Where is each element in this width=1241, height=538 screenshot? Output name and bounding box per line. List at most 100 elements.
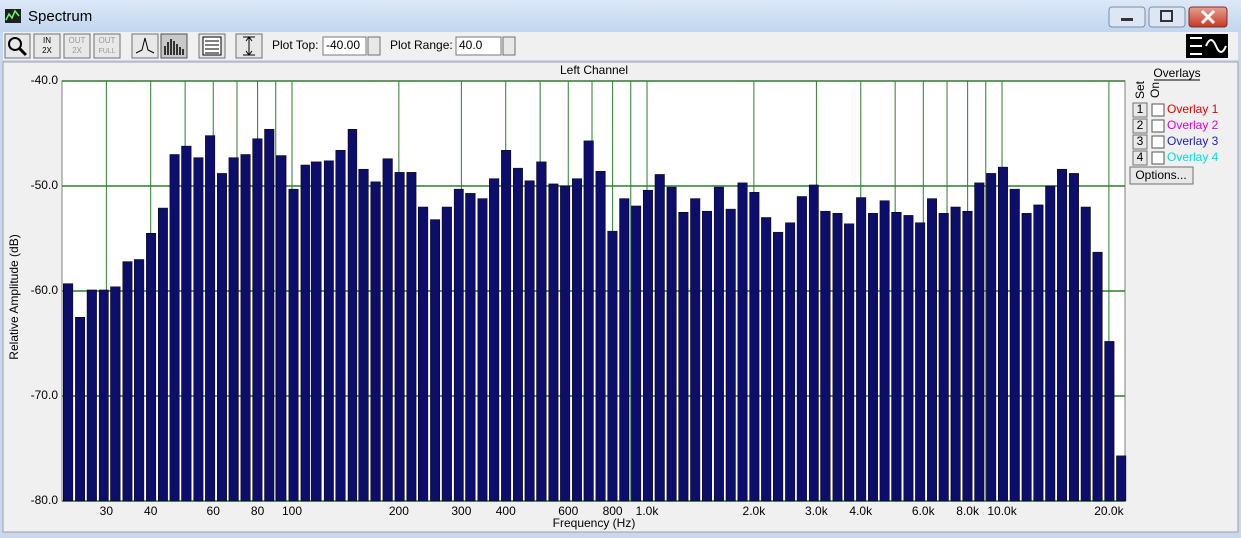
zoom-full-frame (93, 33, 121, 59)
bar (310, 161, 322, 502)
bar (1021, 213, 1032, 502)
x-tick-label: 60 (207, 504, 221, 518)
x-tick-label: 3.0k (805, 504, 829, 518)
app-icon-wave (5, 9, 20, 21)
x-tick-label: 80 (251, 504, 265, 518)
bar (370, 181, 381, 502)
bar (489, 178, 500, 502)
bar (323, 160, 334, 502)
bar (122, 261, 133, 502)
bar (785, 222, 796, 502)
x-tick-label: 100 (282, 504, 302, 518)
zoom-full-button[interactable]: OUT FULL (93, 33, 121, 59)
set-number: 1 (1137, 102, 1144, 116)
bar (915, 222, 926, 502)
line-mode-button[interactable] (131, 33, 159, 59)
bar (169, 154, 180, 502)
autoscale-glyph (243, 36, 255, 56)
bar (1068, 173, 1079, 502)
plot: 30 40 60 80 100 200 300 400 600 800 1.0k 2.0k 3.0k 4.… (31, 73, 1127, 518)
bar (678, 212, 689, 502)
bar (595, 171, 606, 502)
y-axis-title: Relative Amplitude (dB) (7, 234, 21, 359)
plot-range-label: Plot Range: (390, 38, 453, 52)
bar (406, 172, 417, 502)
bar (513, 167, 523, 502)
bar (453, 188, 464, 502)
y-tick-label: -40.0 (31, 73, 59, 87)
bar (962, 210, 973, 502)
set-button[interactable] (1132, 150, 1148, 166)
bar-glyph (164, 39, 184, 55)
bar (382, 158, 393, 502)
bar (583, 140, 594, 502)
x-tick-label: 800 (603, 504, 623, 518)
bar (240, 154, 251, 502)
x-tick-label: 300 (451, 504, 471, 518)
y-tick-label: -80.0 (31, 493, 59, 507)
overlay-checkbox[interactable] (1151, 135, 1165, 149)
plot-top-spinner[interactable] (367, 36, 381, 56)
bar (713, 186, 724, 502)
set-button[interactable] (1132, 102, 1148, 118)
bar (950, 206, 961, 502)
bar (619, 198, 630, 502)
bar (749, 192, 760, 502)
bar (264, 129, 275, 502)
bar (358, 168, 369, 502)
settings-glyph (205, 40, 219, 54)
x-tick-label: 40 (144, 504, 158, 518)
bar (501, 150, 512, 502)
zoom-glyph (8, 37, 22, 51)
bar (1057, 168, 1068, 502)
bar (1009, 188, 1020, 502)
zoom-out-button[interactable]: OUT 2X (63, 33, 91, 59)
bar (1104, 341, 1115, 502)
bar (702, 210, 713, 502)
icon-text: 2X (72, 46, 82, 55)
x-tick-label: 10.0k (987, 504, 1017, 518)
zoom-glyph (17, 46, 28, 57)
overlay-list: 1 Overlay 1 2 Overlay 2 3 Overlay 3 4 Overlay 4 (1132, 102, 1219, 166)
set-button[interactable] (1132, 134, 1148, 150)
plot-top-input[interactable] (322, 36, 367, 56)
plot-range-spinner[interactable] (502, 36, 516, 56)
x-tick-label: 200 (389, 504, 409, 518)
bar (572, 178, 582, 502)
bar (252, 138, 263, 502)
bar (62, 283, 74, 502)
bar (986, 173, 997, 502)
bar (441, 206, 452, 502)
overlay-checkbox[interactable] (1151, 119, 1165, 133)
bar (938, 213, 949, 502)
x-tick-label: 400 (496, 504, 516, 518)
set-header: Set (1133, 80, 1147, 99)
minimize-button[interactable] (1108, 6, 1146, 28)
plot-range-input[interactable] (455, 36, 502, 56)
set-button[interactable] (1132, 118, 1148, 134)
x-tick-label: 600 (558, 504, 578, 518)
maximize-button[interactable] (1148, 6, 1186, 28)
bar (275, 155, 287, 502)
bar (631, 205, 642, 502)
title-bar (0, 0, 1241, 32)
options-button[interactable] (1129, 166, 1194, 185)
zoom-in-button[interactable]: IN 2X (33, 33, 61, 59)
bar (927, 198, 937, 502)
icon-text: IN (43, 36, 51, 45)
overlay-name: Overlay 2 (1167, 118, 1219, 132)
bar (1033, 204, 1044, 502)
overlay-checkbox[interactable] (1151, 151, 1165, 165)
bar (997, 166, 1008, 502)
bar (1080, 206, 1091, 502)
bar (430, 219, 441, 502)
bar (477, 198, 488, 502)
overlay-checkbox[interactable] (1151, 103, 1165, 117)
bar (856, 197, 867, 502)
x-tick-label: 1.0k (636, 504, 660, 518)
bar (1116, 455, 1127, 502)
x-tick-label: 4.0k (849, 504, 873, 518)
x-tick-label: 6.0k (912, 504, 936, 518)
bar (1092, 251, 1103, 502)
